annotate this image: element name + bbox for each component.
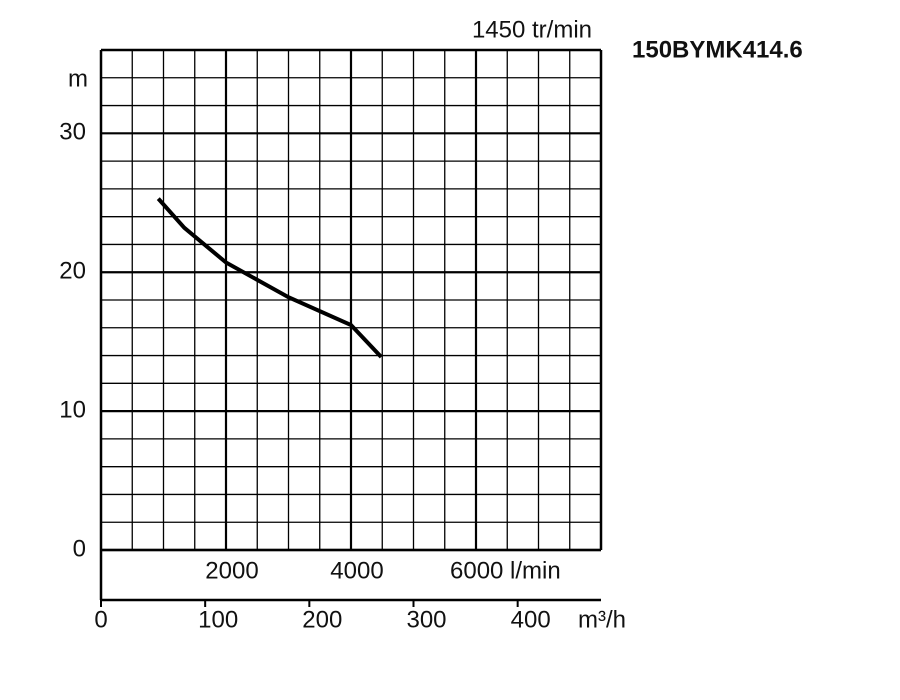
x-axis-label: m³/h — [578, 606, 626, 633]
chart-title: 150BYMK414.6 — [632, 36, 803, 63]
x-tick-label: 300 — [406, 606, 446, 633]
y-tick-label: 0 — [73, 535, 86, 562]
chart-subtitle: 1450 tr/min — [472, 16, 592, 43]
x2-tick-label: 4000 — [330, 557, 383, 584]
curve — [156, 197, 383, 359]
x2-tick-label: 2000 — [205, 557, 258, 584]
y-tick-label: 30 — [59, 119, 86, 146]
y-tick-label: 20 — [59, 258, 86, 285]
x-tick-label: 400 — [511, 606, 551, 633]
x-tick-label: 100 — [198, 606, 238, 633]
y-axis-label: m — [68, 65, 88, 92]
x-tick-label: 200 — [302, 606, 342, 633]
y-tick-label: 10 — [59, 396, 86, 423]
x-tick-label: 0 — [94, 606, 107, 633]
x2-tick-label: 6000 l/min — [450, 557, 561, 584]
